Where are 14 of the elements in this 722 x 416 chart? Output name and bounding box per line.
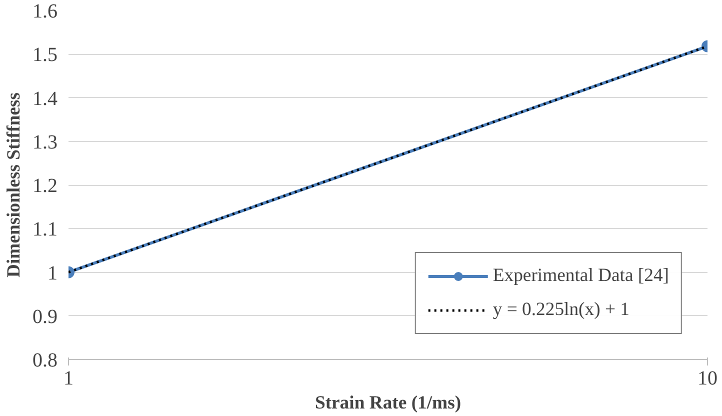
legend-label: Experimental Data [24] <box>492 265 669 287</box>
legend-label: y = 0.225ln(x) + 1 <box>492 299 630 321</box>
y-tick-label: 1.2 <box>32 175 58 197</box>
y-tick-label: 0.8 <box>32 350 58 372</box>
x-tick-label: 10 <box>698 368 718 390</box>
y-tick-label: 1 <box>48 262 58 284</box>
y-tick-label: 1.1 <box>32 218 58 241</box>
y-tick-label: 1.6 <box>32 0 58 22</box>
y-tick-label: 1.5 <box>32 44 58 66</box>
y-tick-label: 1.4 <box>32 88 58 110</box>
y-tick-label: 1.3 <box>32 131 58 154</box>
y-tick-label: 0.9 <box>32 306 58 328</box>
y-axis-title: Dimensionless Stiffness <box>4 92 24 278</box>
x-axis-title: Strain Rate (1/ms) <box>314 392 462 414</box>
